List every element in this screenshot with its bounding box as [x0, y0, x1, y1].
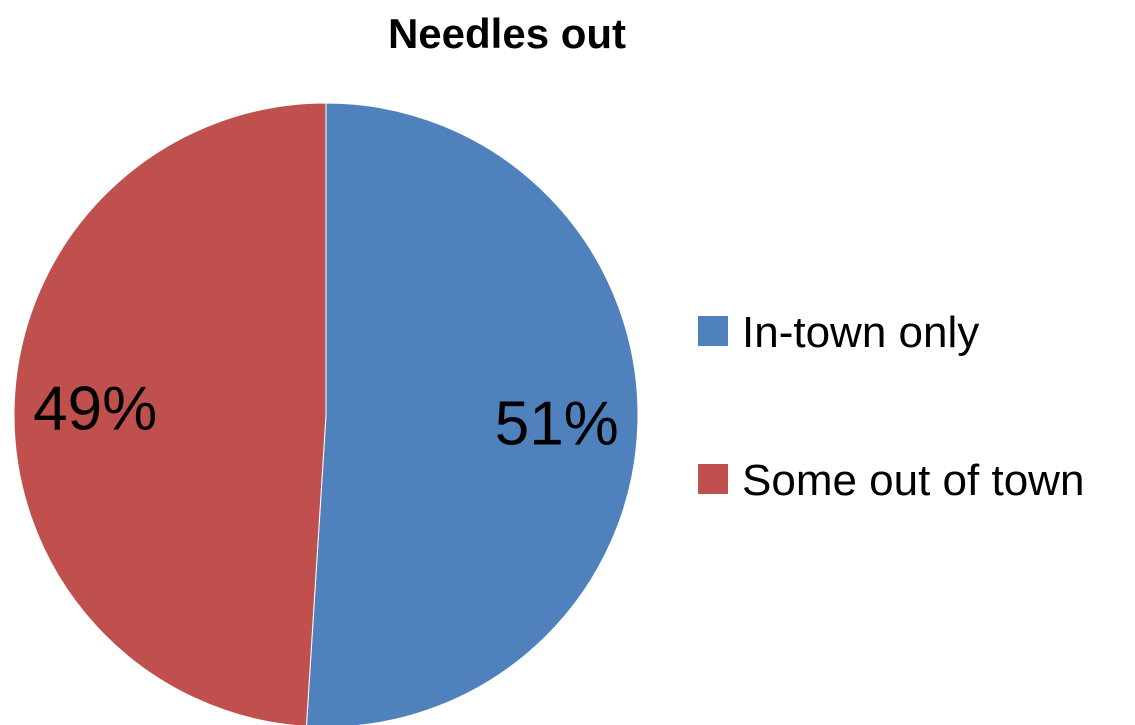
legend-item-1: In-town only — [698, 308, 979, 357]
data-label-2: 49% — [33, 375, 157, 444]
pie-slices — [13, 102, 639, 725]
chart-title: Needles out — [388, 10, 626, 57]
legend-swatch-1 — [698, 316, 728, 346]
legend-label-2: Some out of town — [742, 456, 1084, 505]
pie-slice-1 — [305, 102, 639, 725]
data-label-1: 51% — [495, 389, 619, 458]
legend: In-town only Some out of town — [698, 308, 1084, 505]
legend-item-2: Some out of town — [698, 456, 1084, 505]
data-labels: 51% 49% — [33, 375, 619, 459]
pie-slice-2 — [13, 102, 327, 725]
legend-label-1: In-town only — [742, 308, 979, 357]
legend-swatch-2 — [698, 464, 728, 494]
